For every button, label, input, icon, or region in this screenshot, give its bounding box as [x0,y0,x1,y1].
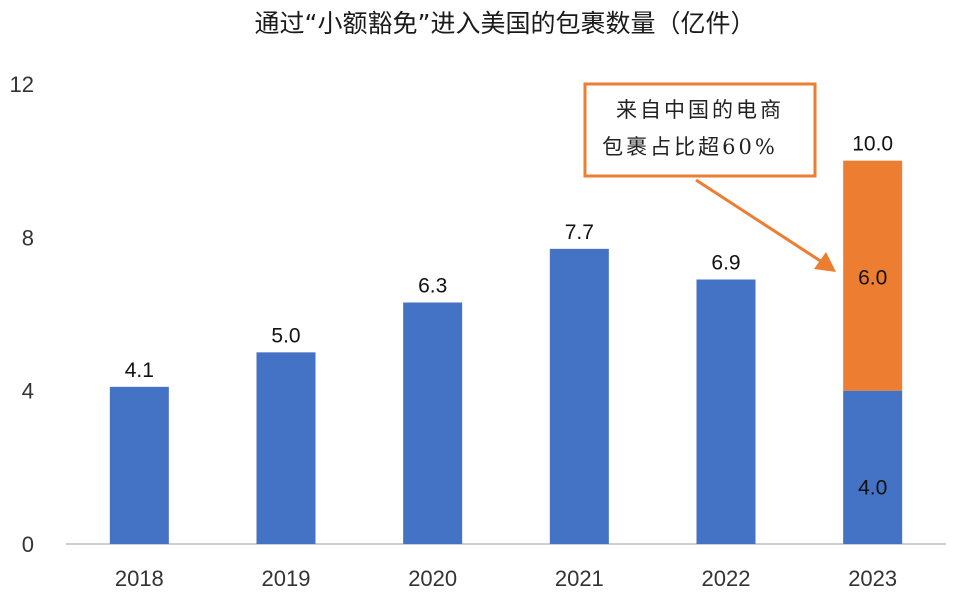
value-label: 4.1 [125,359,154,382]
x-tick-label: 2021 [555,566,604,591]
callout-box [583,82,817,178]
value-label: 5.0 [271,324,300,347]
segment-label: 6.0 [858,267,887,290]
y-axis: 0 4 8 12 [10,72,34,557]
bar-2018 [109,386,169,544]
bars-group: 4.1 5.0 6.3 7.7 6.9 4.0 6.0 10.0 [109,133,903,545]
x-tick-label: 2022 [702,566,751,591]
callout-arrowhead [814,252,836,272]
y-tick-label: 12 [10,72,34,97]
x-tick-label: 2023 [848,566,897,591]
value-label: 6.3 [418,275,447,298]
value-label: 7.7 [565,221,594,244]
callout-arrow-line [695,178,823,264]
bar-segment-2023-2 [843,160,903,391]
callout-line-2: 包裹占比超60% [602,135,778,159]
x-axis-labels: 2018 2019 2020 2021 2022 2023 [115,566,897,591]
y-tick-label: 8 [22,225,34,250]
bar-segment-2023-1 [843,390,903,544]
y-tick-label: 4 [22,379,34,404]
chart-title: 通过“小额豁免”进入美国的包裹数量（亿件） [255,9,756,38]
bar-2020 [403,302,463,544]
y-tick-label: 0 [22,532,34,557]
bar-2019 [256,352,316,544]
segment-label: 4.0 [858,476,887,499]
bar-2022 [696,279,756,544]
value-label: 6.9 [711,252,740,275]
value-label: 10.0 [852,133,893,156]
callout-line-1: 来自中国的电商 [616,98,784,122]
annotation-callout: 来自中国的电商 包裹占比超60% [583,82,836,272]
x-tick-label: 2019 [262,566,311,591]
x-tick-label: 2018 [115,566,164,591]
bar-2021 [549,248,609,545]
x-tick-label: 2020 [408,566,457,591]
